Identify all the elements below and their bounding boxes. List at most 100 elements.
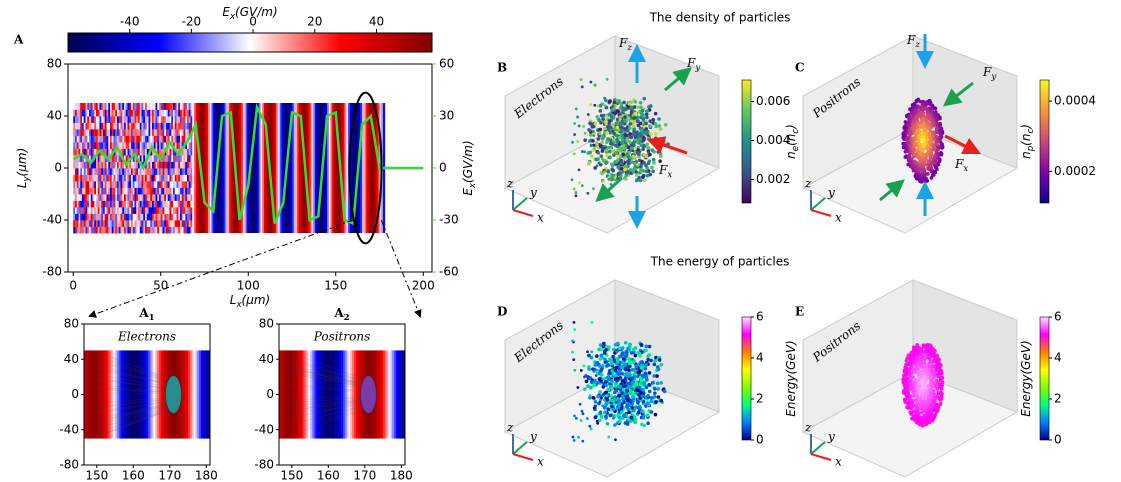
panel-letter: C	[795, 61, 805, 75]
particle	[592, 370, 595, 373]
particle	[573, 321, 576, 324]
particle	[579, 403, 582, 406]
particle	[593, 144, 596, 147]
particle	[937, 160, 941, 164]
heatmap-cell	[188, 350, 190, 438]
particle	[925, 172, 929, 176]
particle	[595, 374, 598, 377]
particle	[916, 384, 920, 388]
particle	[935, 366, 939, 370]
heatmap-cell	[142, 350, 144, 438]
heatmap-cell	[387, 350, 389, 438]
particle	[648, 371, 652, 375]
particle	[643, 424, 647, 428]
particle	[632, 154, 636, 158]
particle	[934, 385, 938, 389]
heatmap-cell	[400, 350, 402, 438]
particle	[920, 172, 924, 176]
particle	[922, 377, 926, 381]
particle	[904, 371, 908, 375]
particle	[620, 167, 624, 171]
particle	[601, 357, 604, 360]
particle	[912, 394, 916, 398]
particle	[921, 366, 925, 370]
x-tick-label: 0	[69, 279, 77, 293]
particle	[652, 150, 656, 154]
particle	[642, 382, 646, 386]
particle	[588, 425, 591, 428]
particle	[636, 105, 640, 109]
heatmap-cell	[381, 350, 383, 438]
particle	[597, 151, 601, 155]
particle	[916, 378, 920, 382]
particle	[599, 132, 602, 135]
particle	[659, 127, 663, 131]
particle	[615, 349, 619, 353]
particle	[915, 99, 919, 103]
particle	[616, 126, 620, 130]
particle	[607, 346, 610, 349]
particle	[650, 166, 654, 170]
particle	[603, 147, 606, 150]
particle	[920, 349, 924, 353]
particle	[646, 146, 650, 150]
annotation: Positrons	[313, 330, 370, 344]
particle	[925, 154, 929, 158]
particle	[915, 415, 919, 419]
particle	[634, 354, 638, 358]
colorbar-tick-label: 4	[756, 351, 764, 365]
particle	[575, 191, 578, 194]
particle	[921, 113, 925, 117]
particle	[611, 164, 615, 168]
particle	[601, 120, 604, 123]
particle	[600, 114, 604, 118]
particle	[598, 109, 602, 113]
particle	[581, 85, 584, 88]
particle	[922, 414, 926, 418]
particle	[641, 374, 645, 378]
colorbar-label-part: )	[784, 124, 798, 130]
particle	[590, 350, 593, 353]
particle	[920, 411, 924, 415]
particle	[633, 162, 637, 166]
particle	[598, 377, 602, 381]
particle	[593, 122, 597, 126]
particle	[573, 122, 576, 125]
particle	[585, 380, 589, 384]
heatmap-cell	[183, 350, 185, 438]
y-tick-label: 0	[54, 161, 62, 175]
particle	[608, 414, 612, 418]
particle	[610, 394, 614, 398]
particle	[639, 105, 643, 109]
colorbar-tick-label: 20	[307, 15, 322, 29]
force-label-part: x	[667, 170, 672, 180]
y-tick-label: 0	[71, 387, 79, 401]
particle	[580, 78, 583, 81]
particle	[908, 361, 912, 365]
section-title: The energy of particles	[650, 255, 790, 269]
particle	[920, 135, 924, 139]
particle	[640, 379, 644, 383]
panel-3d: The density of particlesBElectronsFzFyFx…	[497, 11, 801, 234]
heatmap-cell	[139, 350, 141, 438]
particle	[934, 107, 938, 111]
particle	[605, 394, 608, 397]
particle	[911, 165, 915, 169]
particle	[582, 125, 585, 128]
x-axis-label-part: (μm)	[242, 293, 271, 307]
particle	[913, 399, 917, 403]
particle	[925, 422, 929, 426]
particle	[607, 436, 610, 439]
particle	[645, 127, 649, 131]
particle	[907, 381, 911, 385]
particle	[592, 187, 595, 190]
particle	[630, 105, 634, 109]
particle	[652, 158, 656, 162]
particle	[601, 149, 605, 153]
heatmap-cell	[343, 350, 345, 438]
heatmap-cell	[163, 350, 165, 438]
particle	[903, 143, 907, 147]
particle	[654, 400, 658, 404]
heatmap-cell	[192, 350, 194, 438]
particle	[930, 176, 934, 180]
